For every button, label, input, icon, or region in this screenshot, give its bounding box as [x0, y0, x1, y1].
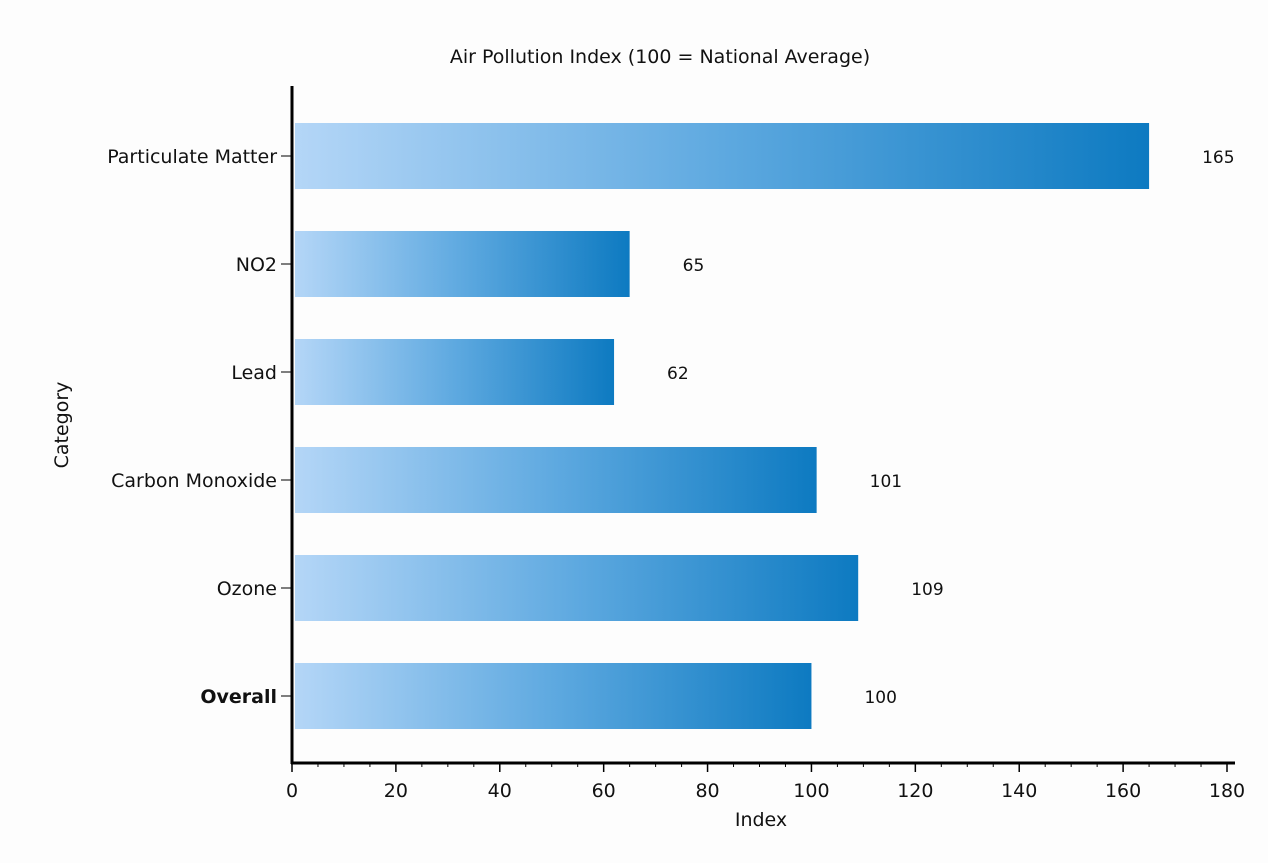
- x-tick-label: 20: [384, 780, 408, 802]
- x-tick-label: 180: [1209, 780, 1245, 802]
- bar: [295, 123, 1150, 189]
- x-tick-label: 80: [695, 780, 719, 802]
- bar: [295, 447, 817, 513]
- category-label: Overall: [200, 686, 277, 708]
- bar: [295, 663, 812, 729]
- category-label: Particulate Matter: [107, 146, 277, 168]
- data-label: 100: [864, 688, 896, 708]
- data-label: 101: [870, 472, 902, 492]
- x-tick-label: 100: [793, 780, 829, 802]
- x-axis-label: Index: [735, 809, 787, 831]
- data-label: 65: [683, 256, 705, 276]
- bar: [295, 555, 859, 621]
- data-label: 109: [911, 580, 943, 600]
- bar: [295, 231, 630, 297]
- category-label: Lead: [231, 362, 277, 384]
- x-tick-label: 40: [488, 780, 512, 802]
- data-label: 62: [667, 364, 689, 384]
- category-label: Carbon Monoxide: [111, 470, 277, 492]
- x-tick-label: 160: [1105, 780, 1141, 802]
- y-axis-label: Category: [51, 382, 73, 469]
- data-label: 165: [1202, 148, 1234, 168]
- x-tick-label: 120: [897, 780, 933, 802]
- x-tick-label: 60: [592, 780, 616, 802]
- bar: [295, 339, 615, 405]
- chart-title: Air Pollution Index (100 = National Aver…: [449, 46, 871, 68]
- x-tick-label: 140: [1001, 780, 1037, 802]
- category-label: NO2: [236, 254, 277, 276]
- category-label: Ozone: [217, 578, 277, 600]
- x-tick-label: 0: [286, 780, 298, 802]
